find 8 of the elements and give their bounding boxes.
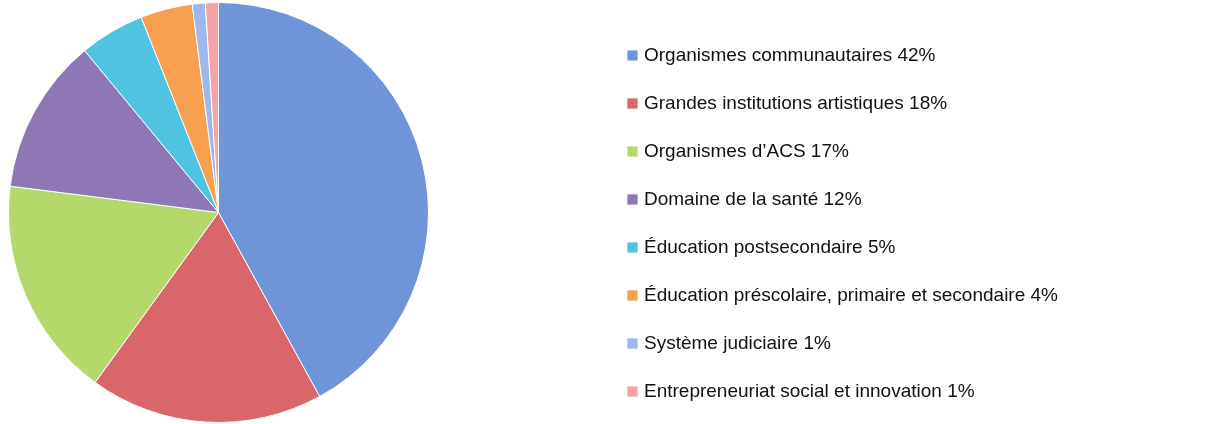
legend-label: Organismes communautaires 42% [644, 44, 936, 66]
legend-label: Grandes institutions artistiques 18% [644, 92, 948, 114]
legend-label: Entrepreneuriat social et innovation 1% [644, 380, 975, 402]
legend-label: Éducation postsecondaire 5% [644, 236, 896, 258]
legend-label: Système judiciaire 1% [644, 332, 831, 354]
legend-label: Éducation préscolaire, primaire et secondaire 4% [644, 284, 1058, 306]
legend-label: Domaine de la santé 12% [644, 188, 862, 210]
legend-label: Organismes d’ACS 17% [644, 140, 849, 162]
